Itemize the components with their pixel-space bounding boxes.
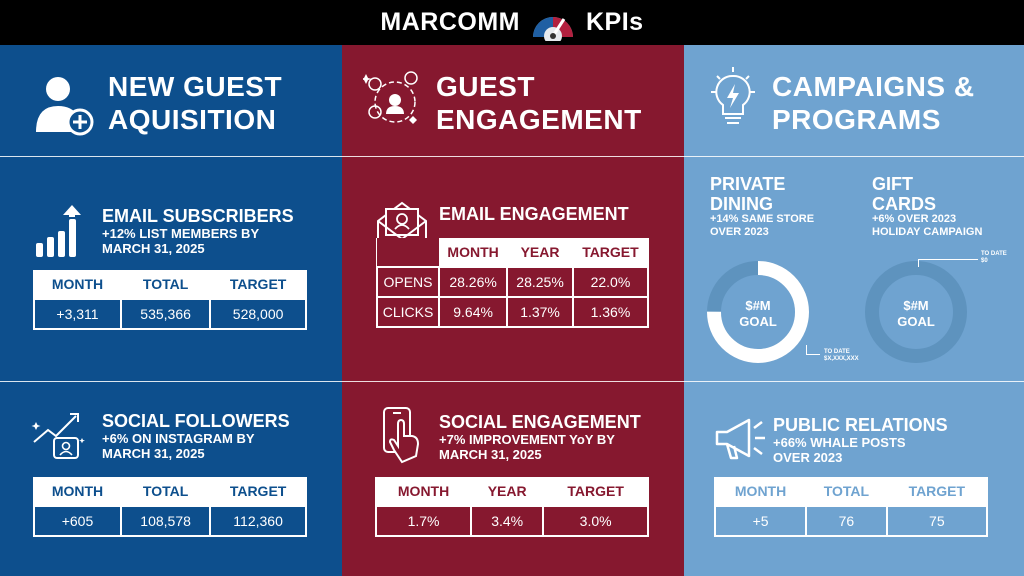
table-header: TARGET: [210, 270, 306, 299]
private-dining-callout-line: [806, 345, 820, 355]
table-header: YEAR: [507, 238, 573, 267]
gift-cards-goal-label: $#M GOAL: [897, 298, 935, 329]
private-dining-title: PRIVATE DINING: [710, 174, 786, 214]
header-title-right: KPIs: [586, 8, 644, 36]
table-cell: +605: [33, 505, 122, 537]
private-dining-to-date: TO DATE $X,XXX,XXX: [824, 349, 859, 362]
email-subscribers-title: EMAIL SUBSCRIBERS: [102, 206, 294, 226]
table-cell: 22.0%: [571, 266, 650, 298]
phone-tap-icon: [383, 407, 420, 464]
engagement-title: GUEST ENGAGEMENT: [436, 71, 642, 135]
table-header: TOTAL: [121, 477, 211, 506]
social-engagement-subtitle: +7% IMPROVEMENT YoY BY MARCH 31, 2025: [439, 432, 615, 462]
table-header: MONTH: [376, 477, 472, 506]
gift-cards-subtitle: +6% OVER 2023 HOLIDAY CAMPAIGN: [872, 213, 983, 238]
lightbulb-icon: [711, 67, 755, 124]
gift-cards-donut: [865, 261, 967, 363]
table-header: MONTH: [34, 477, 121, 506]
email-subscribers-table: MONTH TOTAL TARGET +3,311 535,366 528,00…: [33, 270, 307, 330]
table-header: TARGET: [210, 477, 306, 506]
table-cell: +3,311: [33, 298, 122, 330]
growth-bars-icon: [36, 205, 81, 257]
email-subscribers-subtitle: +12% LIST MEMBERS BY MARCH 31, 2025: [102, 226, 260, 256]
table-header: TOTAL: [121, 270, 211, 299]
divider-top: [0, 156, 1024, 157]
table-cell: 1.37%: [506, 296, 574, 328]
table-header: MONTH: [34, 270, 121, 299]
social-followers-table: MONTH TOTAL TARGET +605 108,578 112,360: [33, 477, 307, 537]
campaigns-title: CAMPAIGNS & PROGRAMS: [772, 71, 975, 135]
table-corner: [377, 238, 439, 267]
gift-cards-to-date: TO DATE $0: [981, 251, 1007, 264]
table-header: TOTAL: [806, 477, 887, 506]
divider-middle: [0, 381, 1024, 382]
private-dining-goal-label: $#M GOAL: [739, 298, 777, 329]
row-label-opens: OPENS: [376, 266, 440, 298]
public-relations-title: PUBLIC RELATIONS: [773, 415, 948, 435]
table-header: TARGET: [572, 238, 648, 267]
social-growth-icon: [31, 413, 85, 459]
private-dining-progress-arc: [707, 261, 809, 363]
table-cell: 528,000: [209, 298, 307, 330]
add-user-icon: [36, 77, 94, 136]
table-cell: 108,578: [119, 505, 212, 537]
table-cell: 28.25%: [506, 266, 574, 298]
gift-cards-title: GIFT CARDS: [872, 174, 937, 214]
table-header: YEAR: [471, 477, 544, 506]
acquisition-title: NEW GUEST AQUISITION: [108, 71, 283, 135]
table-cell: 76: [805, 505, 888, 537]
table-cell: 112,360: [209, 505, 307, 537]
table-cell: 535,366: [119, 298, 212, 330]
network-people-icon: [363, 71, 418, 124]
row-label-clicks: CLICKS: [376, 296, 440, 328]
table-cell: 9.64%: [437, 296, 509, 328]
private-dining-donut: [707, 261, 809, 363]
header-title-left: MARCOMM: [380, 8, 520, 36]
private-dining-subtitle: +14% SAME STORE OVER 2023: [710, 213, 815, 238]
table-cell: 3.0%: [542, 505, 649, 537]
table-header: MONTH: [439, 238, 508, 267]
public-relations-table: MONTH TOTAL TARGET +5 76 75: [713, 477, 989, 537]
header-bar: MARCOMM KPIs: [0, 0, 1024, 45]
table-header: MONTH: [715, 477, 807, 506]
gauge-icon: [533, 16, 573, 41]
gift-cards-callout-line-h: [918, 259, 978, 260]
table-cell: 75: [885, 505, 989, 537]
megaphone-icon: [715, 418, 765, 460]
table-header: TARGET: [543, 477, 648, 506]
public-relations-subtitle: +66% WHALE POSTS OVER 2023: [773, 435, 906, 465]
table-cell: 1.7%: [374, 505, 473, 537]
table-cell: +5: [713, 505, 808, 537]
table-cell: 1.36%: [571, 296, 650, 328]
table-header: TARGET: [886, 477, 987, 506]
table-cell: 28.26%: [437, 266, 509, 298]
gift-cards-callout-line-v: [918, 259, 919, 267]
social-followers-title: SOCIAL FOLLOWERS: [102, 411, 290, 431]
social-engagement-table: MONTH YEAR TARGET 1.7% 3.4% 3.0%: [374, 477, 649, 537]
table-cell: 3.4%: [470, 505, 545, 537]
social-followers-subtitle: +6% ON INSTAGRAM BY MARCH 31, 2025: [102, 431, 255, 461]
email-engagement-table: MONTH YEAR TARGET OPENS 28.26% 28.25% 22…: [376, 238, 650, 328]
email-engagement-title: EMAIL ENGAGEMENT: [439, 204, 629, 224]
social-engagement-title: SOCIAL ENGAGEMENT: [439, 412, 641, 432]
